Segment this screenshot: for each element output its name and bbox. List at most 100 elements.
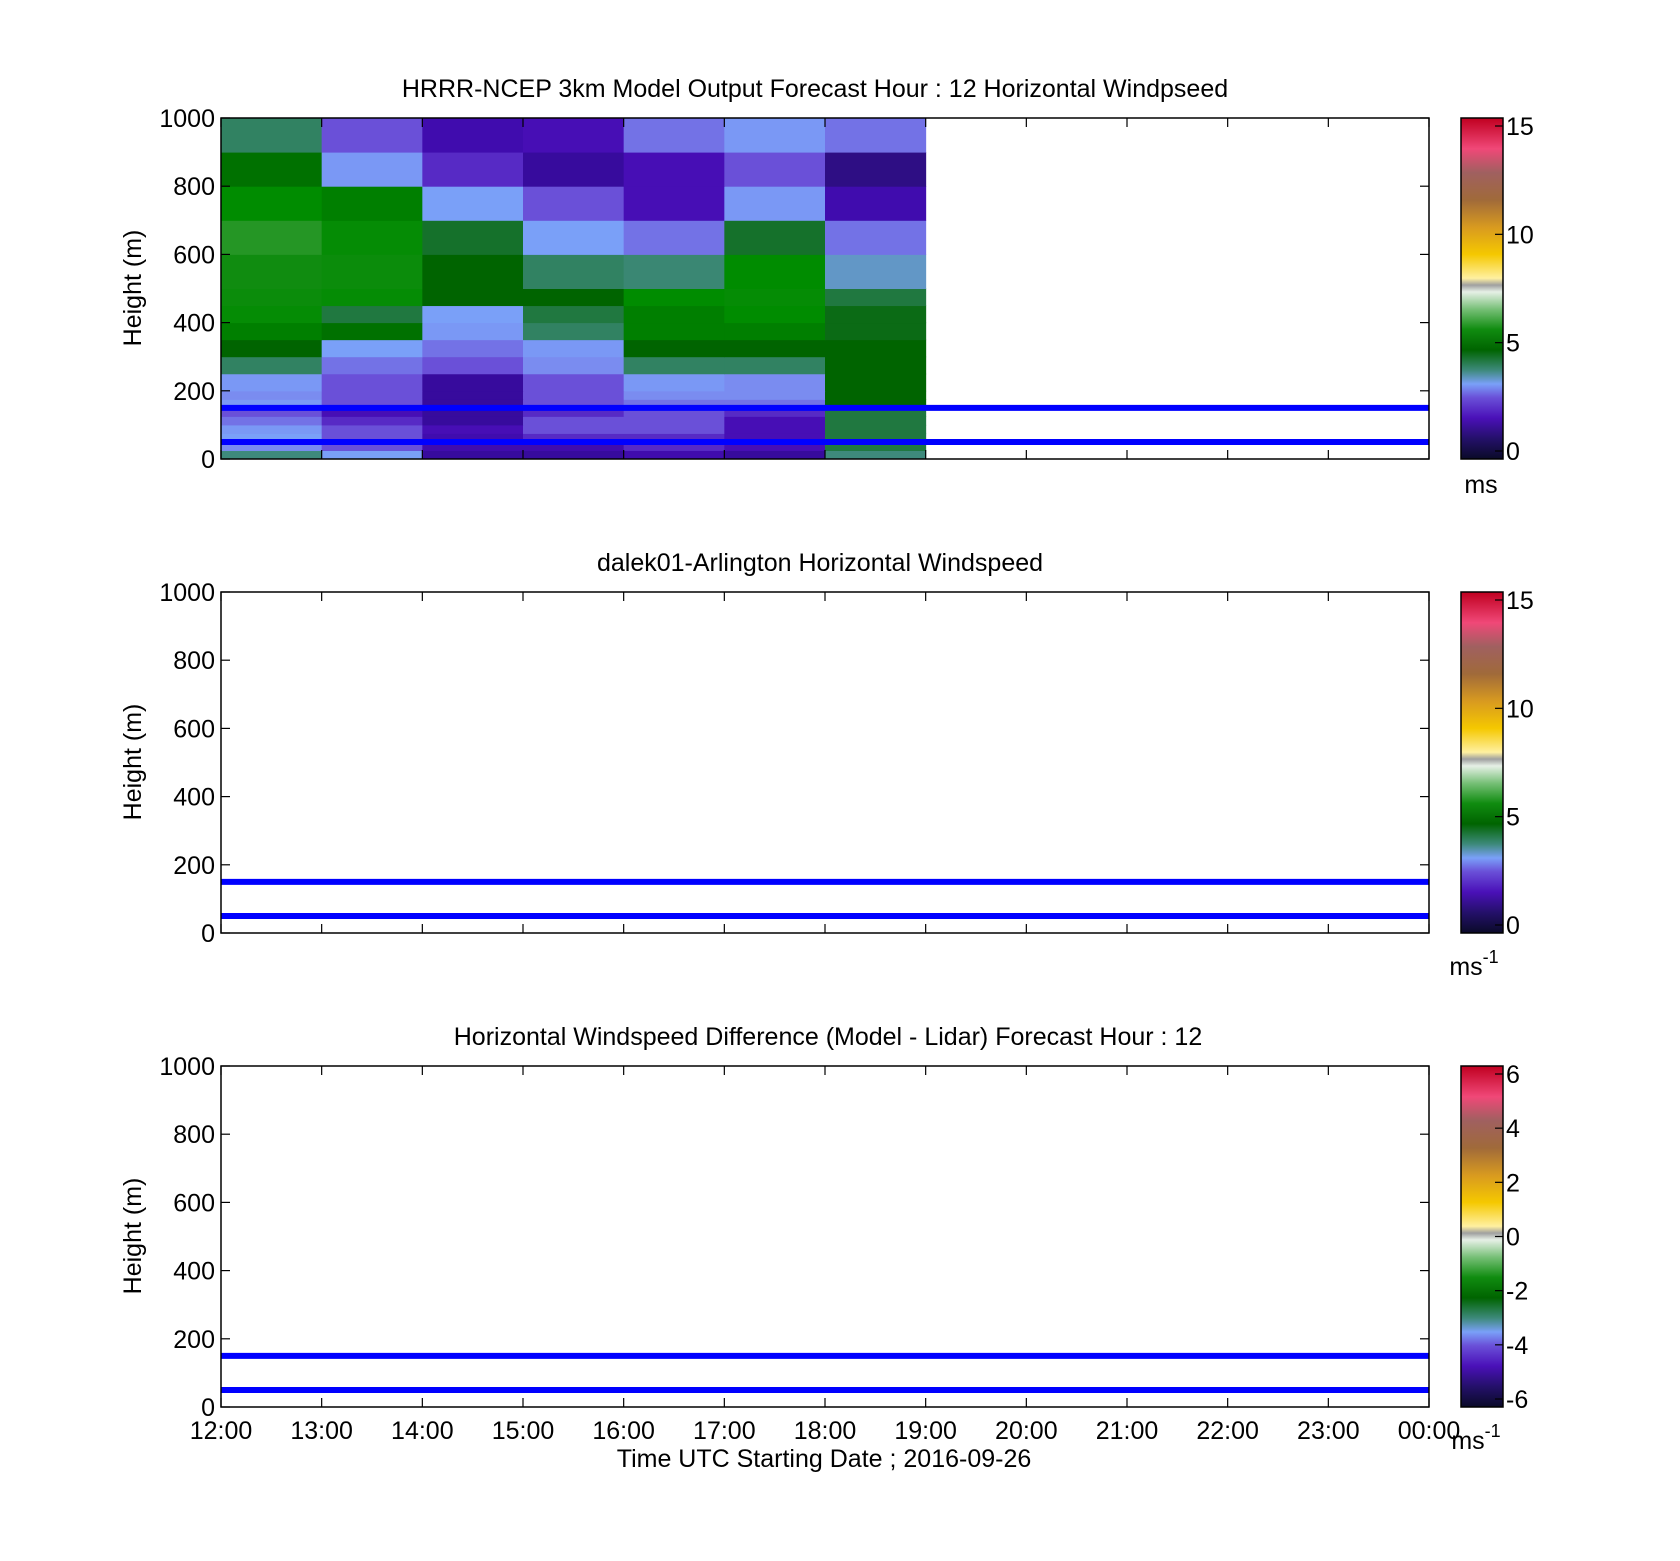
heatmap-cell — [623, 254, 725, 289]
colorbar-tick-label: 15 — [1506, 113, 1534, 141]
heatmap-cell — [724, 254, 826, 289]
colorbar-tick-label: 15 — [1506, 587, 1534, 615]
panel-lidar-y-ticks: 0 200 400 600 800 1000 — [159, 579, 1429, 948]
colorbar-tick-label: 10 — [1506, 695, 1534, 723]
colorbar-tick-label: 6 — [1506, 1061, 1520, 1089]
heatmap-cell — [523, 322, 625, 341]
panel-difference: Horizontal Windspeed Difference (Model -… — [119, 1023, 1528, 1473]
colorbar-tick-label: 0 — [1506, 438, 1520, 466]
x-tick-label: 17:00 — [693, 1417, 756, 1445]
x-tick-label: 20:00 — [995, 1417, 1058, 1445]
heatmap-cell — [623, 390, 725, 400]
heatmap-cell — [321, 356, 423, 375]
y-tick-label: 0 — [201, 1394, 215, 1422]
panel-difference-title: Horizontal Windspeed Difference (Model -… — [454, 1023, 1202, 1051]
heatmap-cell — [321, 441, 423, 451]
heatmap-cell — [825, 356, 927, 375]
panel-model-colorbar-ticks: 0 5 10 15 — [1495, 113, 1534, 466]
panel-difference-ylabel: Height (m) — [119, 1178, 147, 1295]
heatmap-cell — [422, 450, 524, 460]
colorbar-tick-label: -4 — [1506, 1332, 1528, 1360]
heatmap-cell — [825, 390, 927, 400]
heatmap-cell — [221, 356, 323, 375]
heatmap-cell — [623, 433, 725, 443]
heatmap-cell — [321, 424, 423, 434]
y-tick-label: 600 — [173, 241, 215, 269]
heatmap-cell — [321, 220, 423, 255]
heatmap-cell — [724, 186, 826, 221]
x-tick-label: 16:00 — [592, 1417, 655, 1445]
heatmap-cell — [724, 220, 826, 255]
y-tick-label: 600 — [173, 715, 215, 743]
heatmap-cell — [825, 407, 927, 417]
heatmap-cell — [523, 424, 625, 434]
heatmap-cell — [724, 407, 826, 417]
heatmap-cell — [623, 288, 725, 307]
panel-difference-plot: 0 200 400 600 800 1000 — [159, 1053, 1430, 1422]
heatmap-cell — [724, 399, 826, 409]
heatmap-cell — [724, 288, 826, 307]
heatmap-cell — [321, 450, 423, 460]
y-tick-label: 1000 — [159, 1053, 215, 1081]
heatmap-cell — [221, 424, 323, 434]
y-tick-label: 0 — [201, 446, 215, 474]
x-tick-labels: 12:00 13:00 14:00 15:00 16:00 17:00 18:00 19:00… — [190, 1417, 1461, 1445]
panel-lidar-ylabel: Height (m) — [119, 704, 147, 821]
panel-model-x-ticks — [220, 118, 1430, 459]
colorbar-tick-label: 0 — [1506, 1224, 1520, 1252]
heatmap-cell — [623, 416, 725, 426]
panel-model: HRRR-NCEP 3km Model Output Forecast Hour… — [119, 75, 1534, 499]
heatmap-cell — [724, 305, 826, 324]
panel-model-colorbar: 0 5 10 15 ms — [1460, 113, 1534, 499]
heatmap-cell — [221, 186, 323, 221]
heatmap-cell — [321, 433, 423, 443]
y-tick-label: 400 — [173, 310, 215, 338]
heatmap-cell — [623, 322, 725, 341]
y-tick-label: 1000 — [159, 105, 215, 133]
y-tick-label: 400 — [173, 784, 215, 812]
heatmap-cell — [523, 433, 625, 443]
x-tick-label: 21:00 — [1096, 1417, 1159, 1445]
heatmap-cell — [825, 441, 927, 451]
heatmap-cell — [623, 305, 725, 324]
x-tick-label: 12:00 — [190, 1417, 253, 1445]
colorbar-unit-superscript: -1 — [1485, 1421, 1501, 1441]
heatmap-cell — [321, 288, 423, 307]
heatmap-cell — [724, 339, 826, 358]
heatmap-cell — [825, 118, 927, 153]
y-tick-label: 200 — [173, 852, 215, 880]
heatmap-cell — [422, 186, 524, 221]
heatmap-cell — [321, 399, 423, 409]
heatmap-cell — [422, 339, 524, 358]
heatmap-cell — [623, 186, 725, 221]
colorbar-tick-label: 10 — [1506, 221, 1534, 249]
heatmap-cell — [422, 424, 524, 434]
heatmap-cell — [523, 288, 625, 307]
heatmap-cell — [623, 450, 725, 460]
heatmap-cell — [422, 433, 524, 443]
heatmap-cell — [321, 407, 423, 417]
heatmap-cell — [523, 441, 625, 451]
heatmap-cell — [724, 450, 826, 460]
x-tick-label: 23:00 — [1297, 1417, 1360, 1445]
heatmap-cell — [221, 416, 323, 426]
heatmap-cell — [724, 322, 826, 341]
heatmap-cell — [825, 220, 927, 255]
heatmap-cell — [422, 305, 524, 324]
panel-model-colorbar-unit: ms — [1464, 471, 1497, 499]
colorbar-tick-label: 5 — [1506, 330, 1520, 358]
heatmap-cell — [321, 416, 423, 426]
heatmap-cell — [221, 118, 323, 153]
heatmap-cell — [221, 220, 323, 255]
heatmap-cell — [422, 441, 524, 451]
heatmap-cell — [221, 390, 323, 400]
heatmap-cell — [523, 416, 625, 426]
x-tick-label: 15:00 — [492, 1417, 555, 1445]
panel-lidar-colorbar: 0 5 10 15 ms-1 — [1449, 587, 1533, 981]
heatmap-cell — [724, 433, 826, 443]
heatmap-cell — [321, 305, 423, 324]
panel-lidar-plot: 0 200 400 600 800 1000 — [159, 579, 1430, 948]
y-tick-label: 200 — [173, 378, 215, 406]
y-tick-label: 800 — [173, 1121, 215, 1149]
